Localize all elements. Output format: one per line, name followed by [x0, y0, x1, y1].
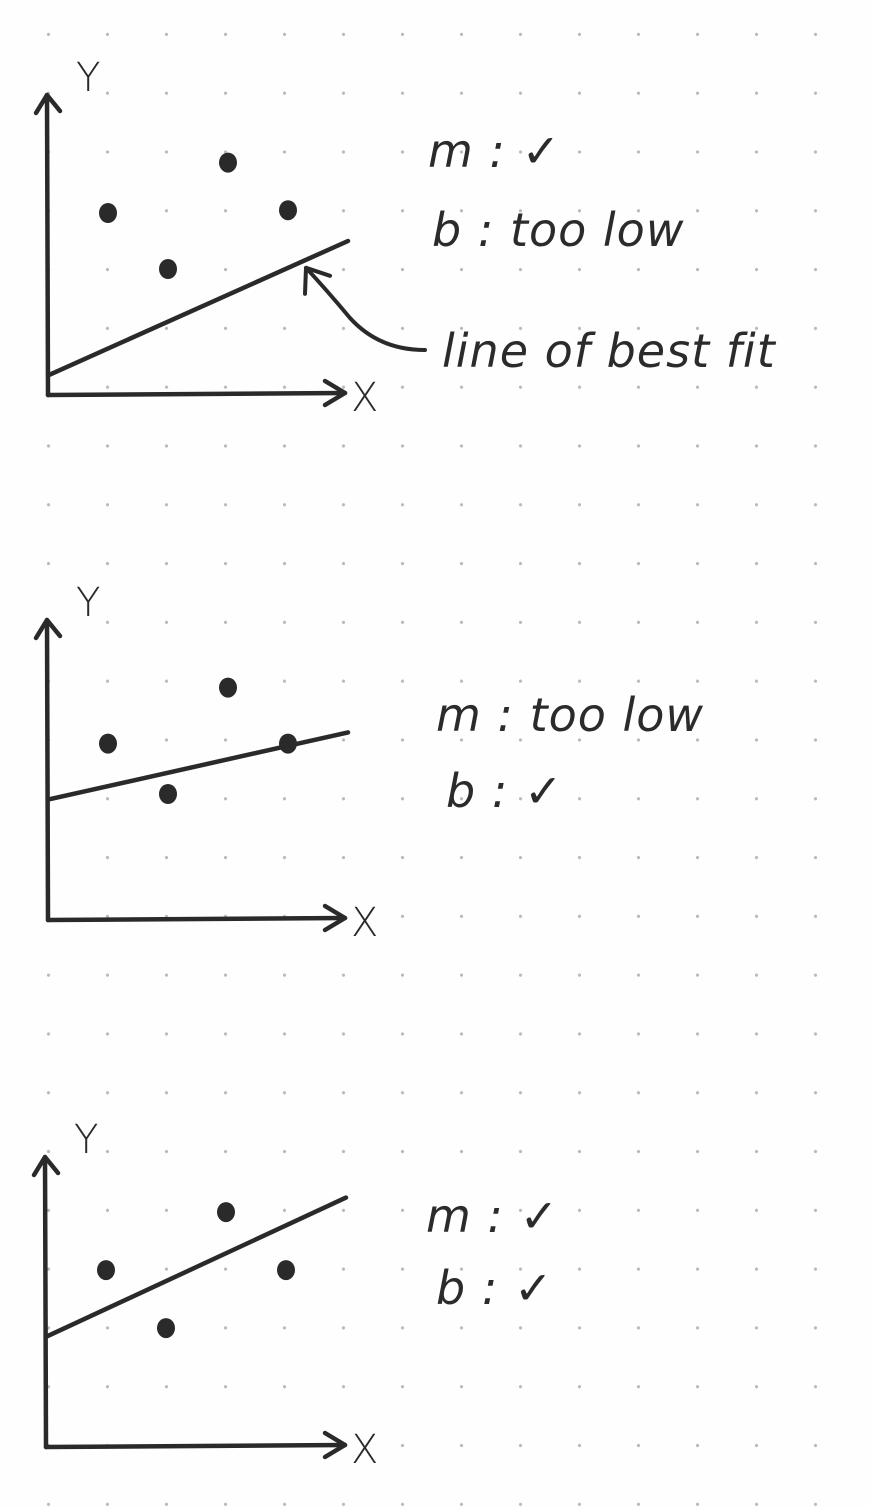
y-axis-label: Y: [76, 580, 100, 626]
note-b-3: b : ✓: [436, 1261, 554, 1315]
y-axis-label: Y: [74, 1117, 98, 1163]
line-of-best-fit-annotation: line of best fit: [442, 324, 776, 378]
data-point-4: [279, 733, 297, 754]
data-point-1: [99, 733, 117, 754]
y-axis-arrowhead: [31, 1154, 61, 1178]
scatter-plot-2: XY: [33, 580, 378, 946]
note-symbol: m: [426, 1189, 472, 1243]
x-axis: [45, 915, 348, 923]
best-fit-line: [45, 238, 351, 378]
y-axis-arrowhead: [33, 92, 63, 116]
data-point-4: [277, 1260, 295, 1281]
note-verdict: ✓: [523, 764, 564, 818]
y-axis-arrowhead: [33, 617, 63, 641]
best-fit-line: [45, 730, 351, 802]
x-axis: [45, 390, 348, 398]
y-axis-label: Y: [76, 55, 100, 101]
data-point-2: [157, 1318, 175, 1339]
note-verdict: too low: [529, 688, 705, 742]
note-m-1: m : ✓: [428, 124, 562, 178]
note-m-2: m : too low: [436, 688, 705, 742]
data-point-3: [219, 677, 237, 698]
scatter-plot-3: XY: [31, 1117, 378, 1473]
y-axis: [42, 1154, 49, 1450]
note-b-1: b : too low: [432, 203, 685, 257]
x-axis-label: X: [351, 375, 378, 421]
data-point-2: [159, 784, 177, 804]
x-axis-label: X: [351, 1427, 378, 1473]
x-axis-arrowhead: [322, 1430, 348, 1460]
data-point-1: [99, 203, 117, 223]
annotation-arrow: [304, 265, 427, 352]
note-verdict: ✓: [513, 1261, 554, 1315]
scatter-plot-1: XY: [33, 55, 427, 421]
data-point-3: [217, 1202, 235, 1223]
note-verdict: too low: [509, 203, 685, 257]
annotation-arrowhead: [303, 265, 332, 296]
note-b-2: b : ✓: [446, 764, 564, 818]
note-verdict: ✓: [519, 1189, 560, 1243]
data-point-3: [219, 152, 237, 173]
note-m-3: m : ✓: [426, 1189, 560, 1243]
x-axis: [43, 1442, 348, 1450]
note-verdict: ✓: [521, 124, 562, 178]
data-point-4: [279, 200, 297, 221]
y-axis: [44, 617, 51, 923]
x-axis-label: X: [351, 900, 378, 946]
note-symbol: b: [432, 203, 463, 257]
best-fit-line: [43, 1195, 349, 1340]
note-symbol: m: [436, 688, 482, 742]
note-symbol: b: [436, 1261, 467, 1315]
x-axis-arrowhead: [322, 378, 348, 408]
note-symbol: m: [428, 124, 474, 178]
data-point-2: [159, 259, 177, 279]
note-symbol: b: [446, 764, 477, 818]
data-point-1: [97, 1260, 115, 1281]
x-axis-arrowhead: [322, 903, 348, 933]
y-axis: [44, 92, 51, 398]
